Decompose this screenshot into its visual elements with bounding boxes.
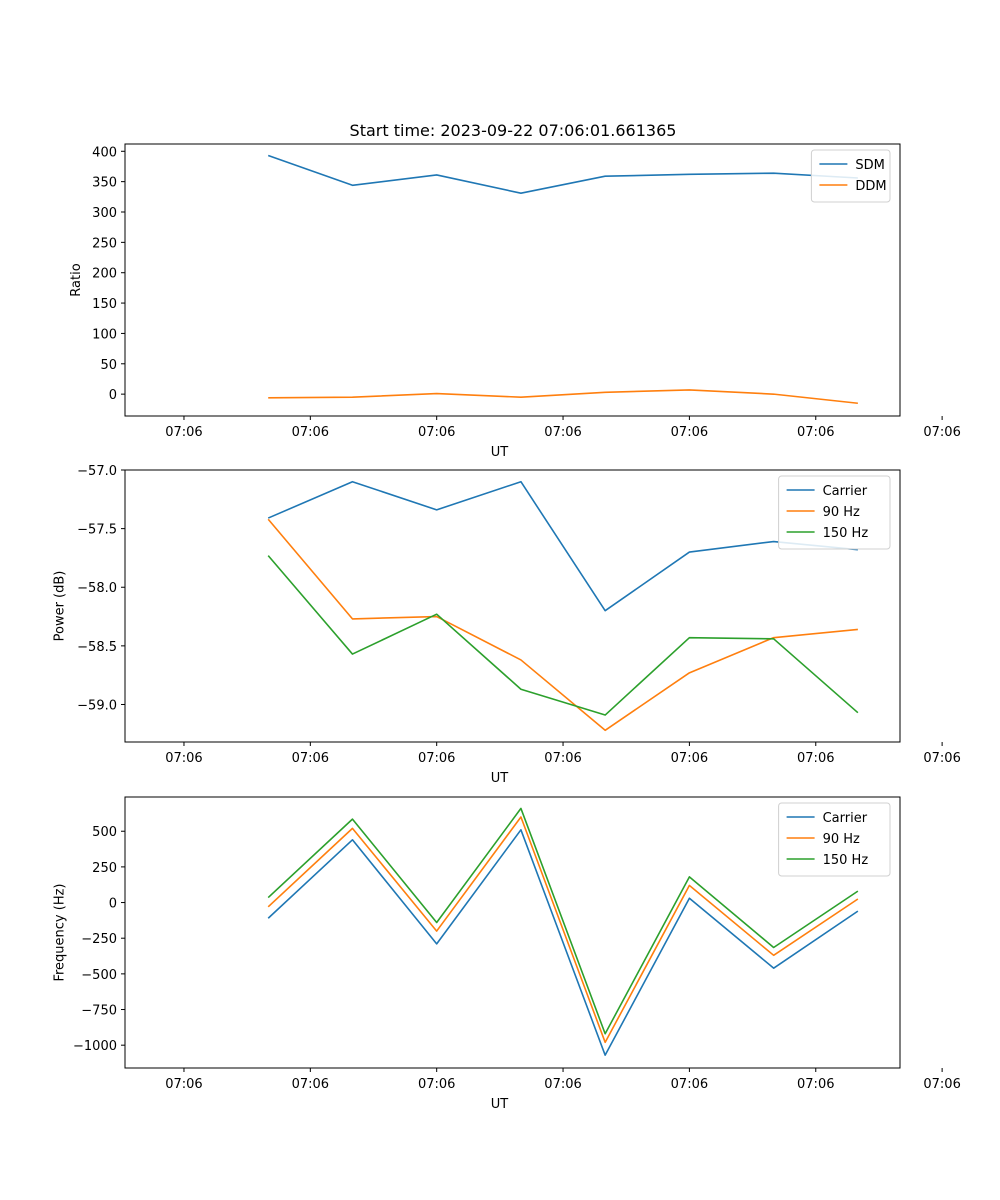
legend-label: 150 Hz <box>823 853 869 868</box>
x-tick-label: 07:06 <box>797 751 834 766</box>
x-tick-label: 07:06 <box>418 751 455 766</box>
series-line-ddm <box>268 389 858 405</box>
y-tick-label: 200 <box>92 267 117 282</box>
axes-frame <box>124 143 901 417</box>
x-tick-label: 07:06 <box>797 1077 834 1092</box>
x-tick-label: 07:06 <box>544 425 581 440</box>
axes-frame <box>124 796 901 1069</box>
y-tick-label: 100 <box>92 327 117 342</box>
y-tick-label: 0 <box>109 897 117 912</box>
x-tick-label: 07:06 <box>671 751 708 766</box>
legend-box <box>810 149 891 203</box>
y-axis-label: Power (dB) <box>53 571 68 642</box>
legend-label: SDM <box>855 158 884 173</box>
y-tick-label: 250 <box>92 236 117 251</box>
legend-box <box>778 475 891 550</box>
x-tick-label: 07:06 <box>292 1077 329 1092</box>
x-tick-label: 07:06 <box>544 751 581 766</box>
y-tick-label: −1000 <box>73 1039 117 1054</box>
legend-label: DDM <box>855 179 886 194</box>
y-tick-label: −59.0 <box>77 698 117 713</box>
series-line-carrier <box>267 480 858 612</box>
y-tick-label: 400 <box>92 145 117 160</box>
x-tick-label: 07:06 <box>923 425 960 440</box>
y-tick-label: −250 <box>81 932 117 947</box>
x-axis-label: UT <box>491 771 509 786</box>
x-tick-label: 07:06 <box>165 751 202 766</box>
legend-label: 90 Hz <box>823 832 860 847</box>
y-tick-label: −57.0 <box>77 464 117 479</box>
y-tick-label: −58.0 <box>77 581 117 596</box>
legend: Carrier 90 Hz 150 Hz <box>778 475 891 550</box>
legend-label: Carrier <box>823 811 868 826</box>
y-tick-label: −500 <box>81 968 117 983</box>
x-tick-label: 07:06 <box>797 425 834 440</box>
legend: SDM DDM <box>810 149 891 203</box>
y-tick-label: 350 <box>92 176 117 191</box>
legend-label: 90 Hz <box>823 505 860 520</box>
x-tick-label: 07:06 <box>165 425 202 440</box>
y-tick-label: 300 <box>92 206 117 221</box>
series-line-150-hz <box>267 555 859 716</box>
y-tick-label: −57.5 <box>77 523 117 538</box>
chart-panel-2: 07:06 07:06 07:06 07:06 07:06 07:06 07:06 −57.0… <box>53 464 961 786</box>
legend: Carrier 90 Hz 150 Hz <box>778 802 891 877</box>
x-tick-label: 07:06 <box>923 751 960 766</box>
series-line-90-hz <box>267 816 859 1044</box>
y-axis-label: Ratio <box>69 263 84 296</box>
series-line-90-hz <box>267 518 858 732</box>
x-tick-label: 07:06 <box>165 1077 202 1092</box>
x-tick-label: 07:06 <box>923 1077 960 1092</box>
y-tick-label: 500 <box>92 825 117 840</box>
y-tick-label: 150 <box>92 297 117 312</box>
axes-frame <box>124 469 901 743</box>
series-line-sdm <box>267 154 858 194</box>
chart-panel-3: 07:06 07:06 07:06 07:06 07:06 07:06 07:06 500 25… <box>53 796 961 1112</box>
series-line-150-hz <box>267 807 859 1035</box>
y-tick-label: 0 <box>109 388 117 403</box>
series-line-carrier <box>267 829 859 1056</box>
legend-label: Carrier <box>823 484 868 499</box>
legend-label: 150 Hz <box>823 526 869 541</box>
x-tick-label: 07:06 <box>671 1077 708 1092</box>
x-tick-label: 07:06 <box>418 1077 455 1092</box>
x-axis-label: UT <box>491 445 509 460</box>
x-tick-label: 07:06 <box>671 425 708 440</box>
x-tick-label: 07:06 <box>544 1077 581 1092</box>
x-tick-label: 07:06 <box>292 425 329 440</box>
y-axis-label: Frequency (Hz) <box>53 883 68 981</box>
x-tick-label: 07:06 <box>418 425 455 440</box>
y-tick-label: 250 <box>92 861 117 876</box>
y-tick-label: −750 <box>81 1004 117 1019</box>
legend-box <box>778 802 891 877</box>
y-tick-label: 50 <box>100 358 117 373</box>
figure-title: Start time: 2023-09-22 07:06:01.661365 <box>350 121 677 140</box>
chart-panel-1: 07:06 07:06 07:06 07:06 07:06 07:06 07:06 0 50 10… <box>69 143 961 460</box>
x-axis-label: UT <box>491 1097 509 1112</box>
y-tick-label: −58.5 <box>77 640 117 655</box>
x-tick-label: 07:06 <box>292 751 329 766</box>
